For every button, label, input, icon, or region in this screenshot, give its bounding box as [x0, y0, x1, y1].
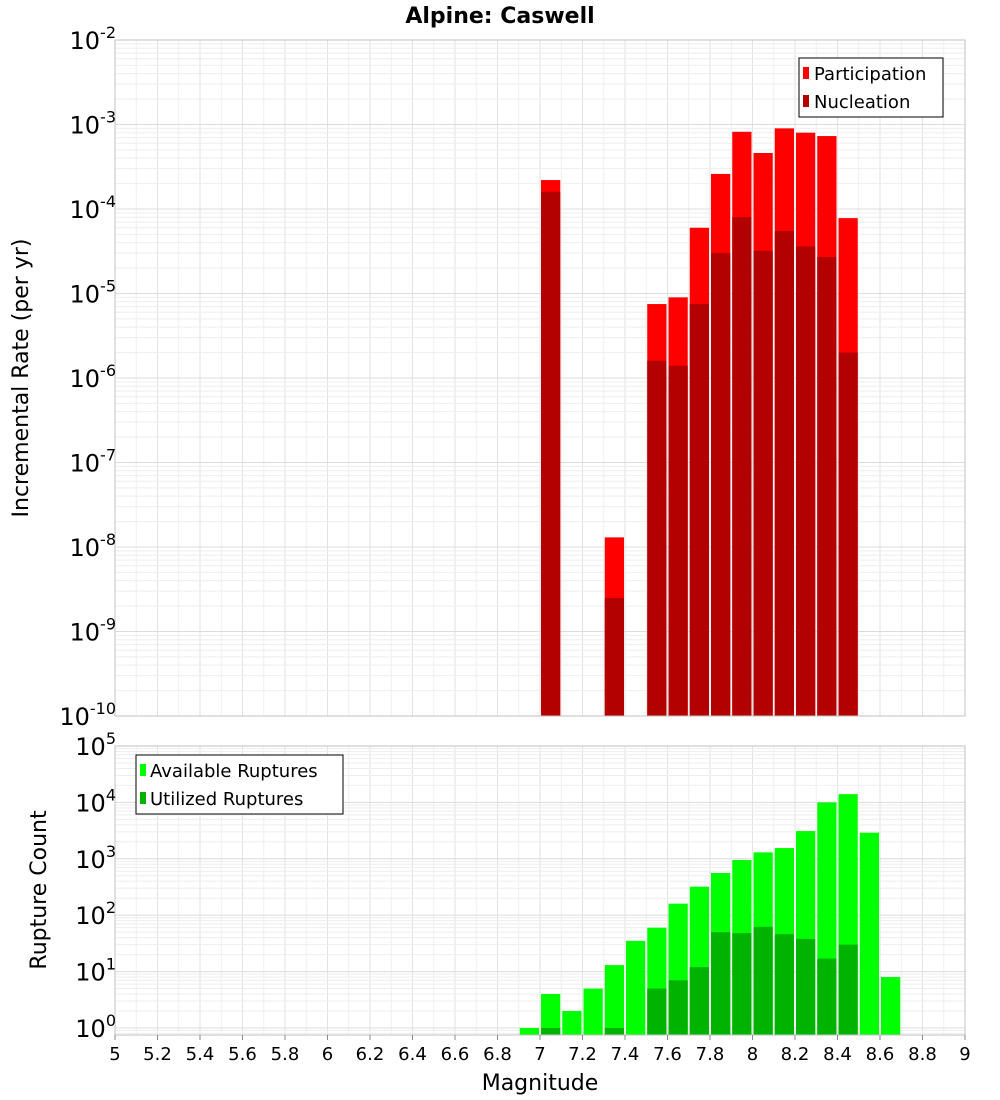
legend-swatch-available: [140, 764, 146, 776]
bar-nucleation: [796, 246, 816, 716]
x-tick-label: 7.8: [696, 1044, 725, 1065]
rate-y-ticks: 10-10 10-9 10-8 10-7 10-6 10-5 10-4 10-3 10-2: [59, 23, 116, 731]
bar-available-ruptures: [881, 977, 901, 1035]
y-tick-label: 102: [75, 898, 116, 930]
count-panel-bars: [519, 794, 901, 1035]
count-panel-grid: [114, 745, 966, 1035]
x-tick-label: 8.2: [781, 1044, 810, 1065]
bar-available-ruptures: [562, 1010, 582, 1035]
y-tick-label: 10-7: [70, 446, 117, 478]
x-tick-label: 5: [109, 1044, 120, 1065]
y-tick-label: 10-2: [70, 23, 117, 55]
x-axis-label: Magnitude: [482, 1071, 599, 1096]
bar-utilized-ruptures: [796, 938, 816, 1035]
x-tick-label: 6: [322, 1044, 333, 1065]
x-tick-label: 5.6: [228, 1044, 257, 1065]
count-y-axis-label: Rupture Count: [27, 810, 52, 970]
y-tick-label: 101: [75, 955, 116, 987]
rate-plot-frame: [114, 39, 966, 717]
x-tick-label: 7.2: [568, 1044, 597, 1065]
bar-utilized-ruptures: [817, 958, 837, 1035]
bar-available-ruptures: [541, 994, 561, 1035]
bar-nucleation: [647, 360, 667, 716]
count-y-ticks: 100 101 102 103 104 105: [75, 729, 116, 1043]
bar-nucleation: [817, 257, 837, 716]
bar-utilized-ruptures: [668, 980, 688, 1035]
bar-utilized-ruptures: [732, 933, 752, 1035]
y-tick-label: 10-3: [70, 108, 117, 140]
y-tick-label: 10-10: [59, 699, 116, 731]
bar-available-ruptures: [519, 1027, 539, 1035]
bar-available-ruptures: [859, 832, 879, 1035]
bar-utilized-ruptures: [689, 967, 709, 1035]
bar-nucleation: [732, 217, 752, 716]
legend-swatch-participation: [803, 67, 809, 79]
bar-nucleation: [541, 191, 561, 717]
bar-available-ruptures: [626, 940, 646, 1035]
bar-utilized-ruptures: [753, 926, 773, 1035]
legend-label-nucleation: Nucleation: [814, 92, 910, 113]
bar-nucleation: [753, 250, 773, 716]
y-tick-label: 103: [75, 842, 116, 874]
bar-available-ruptures: [604, 965, 624, 1035]
x-tick-label: 5.8: [271, 1044, 300, 1065]
bar-utilized-ruptures: [774, 934, 794, 1035]
bar-utilized-ruptures: [838, 944, 858, 1035]
y-tick-label: 10-9: [70, 615, 117, 647]
bar-nucleation: [668, 365, 688, 716]
bar-available-ruptures: [583, 988, 603, 1035]
x-tick-label: 7: [534, 1044, 545, 1065]
y-tick-label: 10-6: [70, 361, 117, 393]
legend-swatch-nucleation: [803, 95, 809, 107]
y-tick-label: 10-4: [70, 192, 117, 224]
count-legend: Available Ruptures Utilized Ruptures: [135, 754, 344, 815]
x-tick-label: 6.4: [398, 1044, 427, 1065]
y-tick-label: 10-8: [70, 530, 117, 562]
x-tick-label: 8.8: [908, 1044, 937, 1065]
y-tick-label: 104: [75, 785, 116, 817]
legend-label-available: Available Ruptures: [150, 761, 318, 782]
x-tick-label: 6.2: [356, 1044, 385, 1065]
x-tick-label: 5.4: [186, 1044, 215, 1065]
x-ticks: 5 5.2 5.4 5.6 5.8 6 6.2 6.4 6.6 6.8 7 7.2 7.4 7.6 7.8 8…: [109, 1035, 971, 1065]
rate-panel-grid: [114, 39, 966, 717]
rate-panel: 10-10 10-9 10-8 10-7 10-6 10-5 10-4 10-3 10-2 In…: [9, 23, 966, 731]
y-tick-label: 105: [75, 729, 116, 761]
rate-y-axis-label: Incremental Rate (per yr): [9, 239, 34, 518]
rupture-count-panel: 100 101 102 103 104 105 5 5.2 5.4 5.6 5.8 6 6.2 6.4 6…: [27, 729, 971, 1096]
legend-swatch-utilized: [140, 792, 146, 804]
x-tick-label: 7.4: [611, 1044, 640, 1065]
rate-panel-bars: [541, 128, 858, 717]
bar-nucleation: [711, 253, 731, 716]
x-tick-label: 6.6: [441, 1044, 470, 1065]
chart-title: Alpine: Caswell: [405, 4, 594, 29]
x-tick-label: 6.8: [483, 1044, 512, 1065]
bar-utilized-ruptures: [604, 1027, 624, 1035]
x-tick-label: 8.4: [823, 1044, 852, 1065]
x-tick-label: 9: [959, 1044, 970, 1065]
bar-utilized-ruptures: [711, 932, 731, 1035]
legend-label-utilized: Utilized Ruptures: [150, 789, 303, 810]
bar-nucleation: [838, 352, 858, 716]
rate-legend: Participation Nucleation: [798, 57, 944, 118]
y-tick-label: 10-5: [70, 277, 117, 309]
y-tick-label: 100: [75, 1011, 116, 1043]
legend-label-participation: Participation: [814, 64, 926, 85]
bar-nucleation: [604, 597, 624, 716]
bar-nucleation: [774, 230, 794, 717]
x-tick-label: 8: [747, 1044, 758, 1065]
x-tick-label: 7.6: [653, 1044, 682, 1065]
bar-utilized-ruptures: [541, 1027, 561, 1035]
bar-nucleation: [689, 304, 709, 716]
x-tick-label: 8.6: [866, 1044, 895, 1065]
bar-utilized-ruptures: [647, 988, 667, 1035]
x-tick-label: 5.2: [143, 1044, 172, 1065]
